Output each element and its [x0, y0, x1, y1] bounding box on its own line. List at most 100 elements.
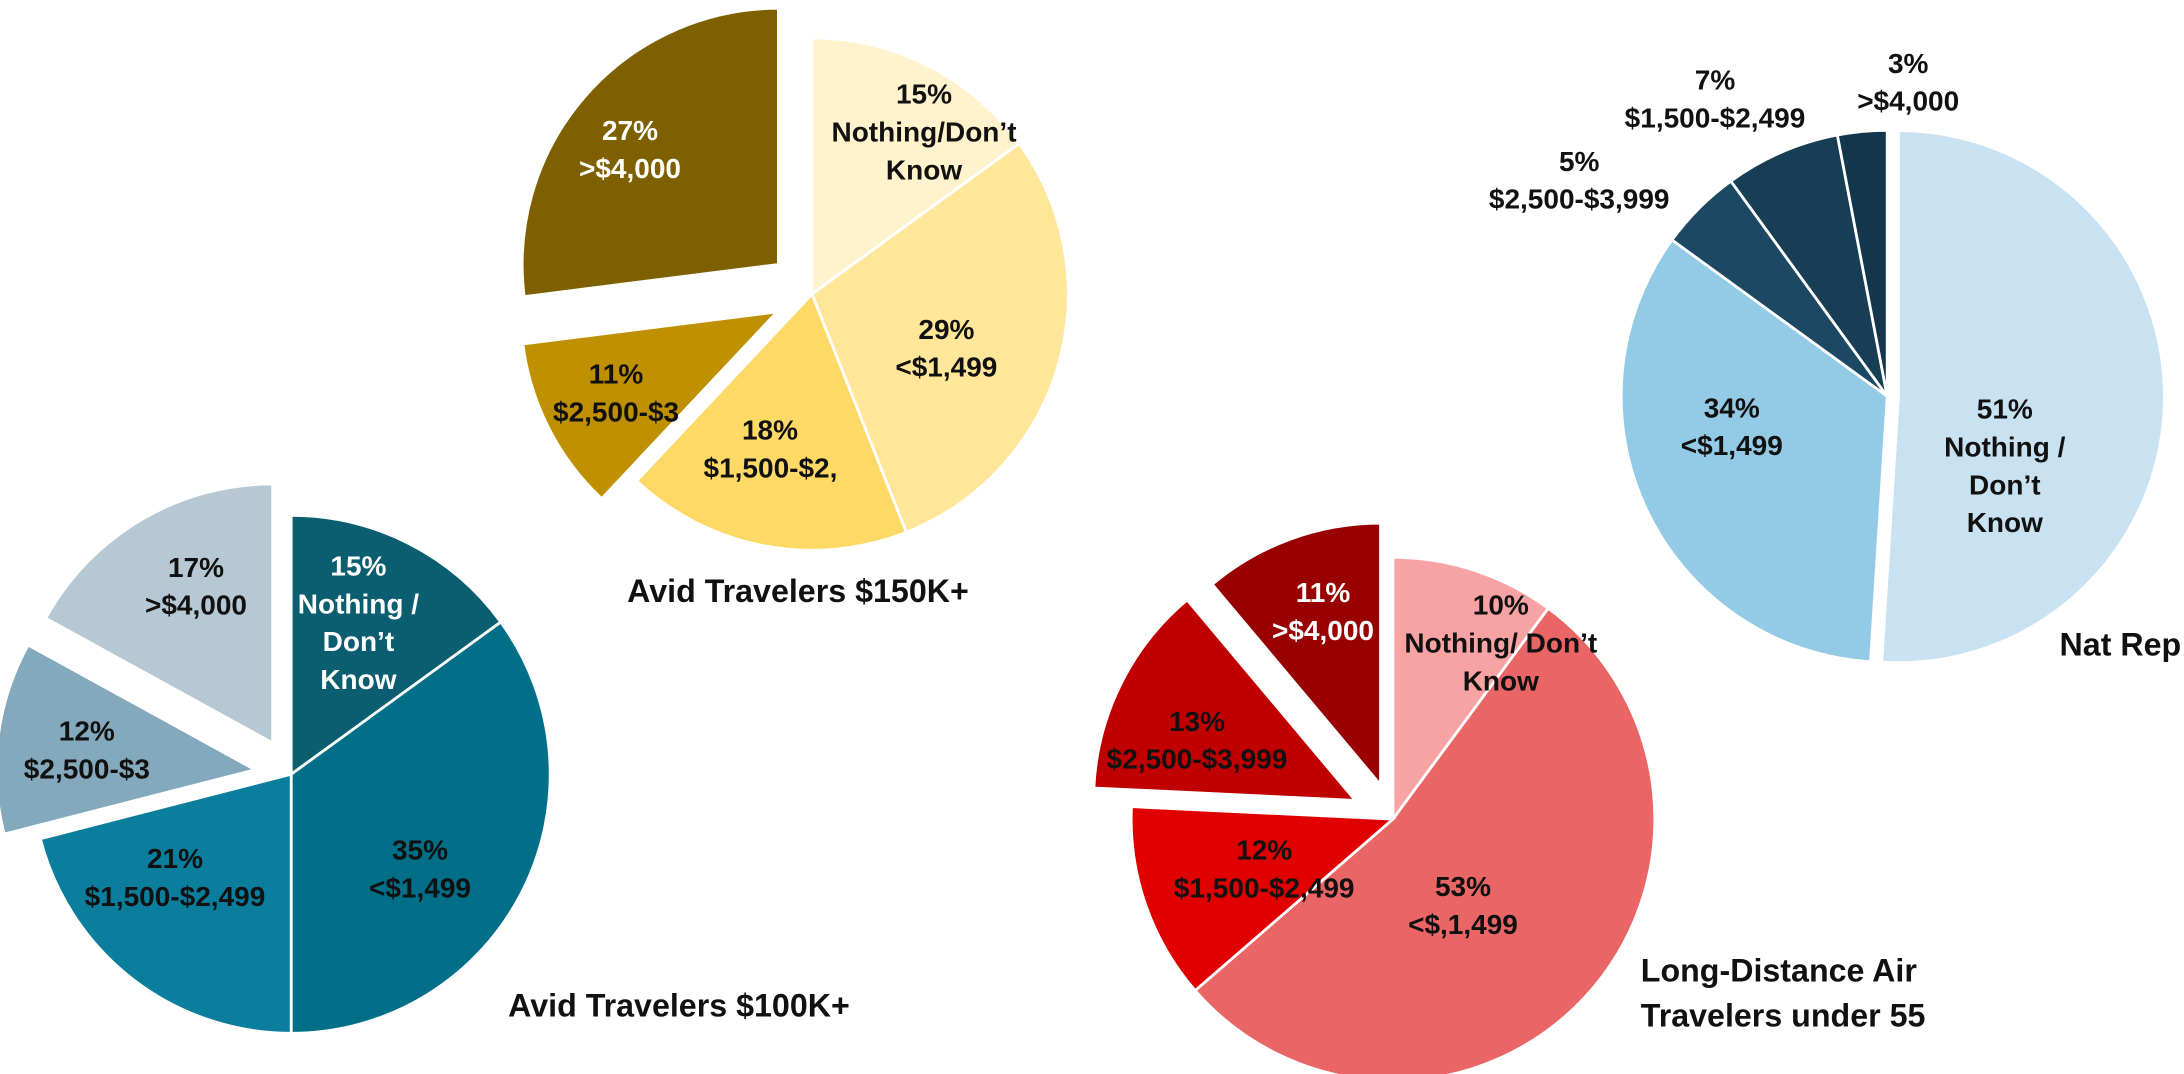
slice-value: 21% [146, 844, 204, 876]
pie-slice [289, 620, 552, 1035]
slice-category: $1,500-$2,499 [703, 453, 837, 485]
slice-label: 17% >$4,000 [144, 553, 247, 622]
slice-value: 12% [58, 716, 115, 748]
slice-label: 35% <$1,499 [343, 773, 497, 969]
slice-label-text: 11% >$4,000 [1239, 515, 1407, 711]
slice-label: 29% <$1,499 [869, 252, 1023, 448]
slice-label: 12% $2,500-$3,999 [24, 654, 150, 850]
slice-label: 5% $2,500-$3,999 [1460, 84, 1698, 280]
pie-slice [289, 513, 503, 778]
slice-label-text: 35% <$1,499 [343, 773, 497, 969]
slice-value: 27% [601, 116, 659, 148]
slice-label: 12% $1,500-$2,499 [1145, 773, 1383, 969]
slice-category: $2,500-$3,999 [23, 754, 150, 786]
slice-label-text: 34% <$1,499 [1655, 331, 1809, 527]
slice-value: 15% [895, 79, 953, 110]
pie-slice [1728, 133, 1889, 398]
pie-slice [810, 36, 1022, 297]
slice-label-text: 51% Nothing / Don’t Know [1929, 370, 2080, 566]
slice-category: >$4,000 [1271, 616, 1374, 647]
slice-label: 21% $1,500-$2,499 [84, 844, 266, 913]
pie-slice [1092, 597, 1359, 802]
chart-title: Long-Distance Air Travelers under 55 [1640, 952, 1926, 1034]
chart-title: Nat Rep [2059, 625, 2182, 663]
slice-label-text: 13% $2,500-$3,999 [1085, 644, 1309, 840]
pie-slice [38, 772, 293, 1035]
slice-category: <$1,499 [895, 352, 998, 384]
slice-label: 27% >$4,000 [546, 53, 714, 249]
slice-category: <$1,499 [368, 873, 471, 905]
slice-label-text: 18% $1,500-$2,499 [704, 353, 837, 549]
slice-value: 5% [1558, 147, 1600, 178]
pie-slice [1391, 555, 1551, 824]
chart-title-text: Long-Distance Air Travelers under 55 [1640, 952, 1926, 1034]
slice-category: Nothing/Don’t Know [831, 117, 1017, 186]
slice-label-text: 10% Nothing/ Don’t Know [1403, 546, 1599, 742]
slice-category: $1,500-$2,499 [1624, 103, 1806, 135]
chart-title-text: Avid Travelers $100K+ [508, 987, 850, 1024]
slice-label: 10% Nothing/ Don’t Know [1403, 546, 1599, 742]
chart-title-text: Nat Rep [2059, 625, 2182, 663]
slice-category: $1,500-$2,499 [1173, 873, 1355, 905]
slice-category: $2,500-$3,999 [553, 397, 679, 429]
slice-label-text: 27% >$4,000 [546, 53, 714, 249]
slice-value: 7% [1694, 65, 1736, 97]
slice-category: Nothing/ Don’t Know [1404, 628, 1598, 697]
slice-value: 29% [918, 315, 975, 346]
slice-label-text: 29% <$1,499 [869, 252, 1023, 448]
slice-category: $1,500-$2,499 [84, 882, 266, 913]
slice-label: 11% $2,500-$3,999 [553, 297, 679, 493]
chart-title: Avid Travelers $150K+ [627, 572, 969, 610]
pie-slice [634, 291, 909, 552]
pie-slice [520, 6, 780, 299]
slice-value: 35% [391, 835, 449, 867]
slice-category: >$4,000 [144, 590, 247, 622]
pie-slice [521, 310, 781, 501]
slice-value: 17% [167, 553, 225, 584]
slice-label-text: 12% $1,500-$2,499 [1145, 773, 1383, 969]
pie-slice [810, 141, 1070, 535]
slice-value: 13% [1168, 707, 1226, 738]
slice-category: $2,500-$3,999 [1488, 184, 1670, 216]
pie-slice [1835, 128, 1889, 397]
slice-value: 15% [330, 551, 387, 583]
pie-slice [0, 643, 259, 836]
slice-label-text: 15% Nothing/Don’t Know [805, 35, 1043, 231]
slice-category: >$4,000 [578, 154, 681, 185]
slice-label: 7% $1,500-$2,499 [1596, 3, 1834, 199]
slice-value: 53% [1434, 872, 1492, 904]
slice-label: 34% <$1,499 [1655, 331, 1809, 527]
slice-category: Nothing / Don’t Know [297, 589, 420, 696]
slice-category: Nothing / Don’t Know [1944, 432, 2066, 540]
slice-label-text: 12% $2,500-$3,999 [24, 654, 150, 850]
pie-slice [1619, 237, 1889, 664]
pie-slice [1129, 805, 1397, 993]
slice-label-text: 11% $2,500-$3,999 [553, 297, 679, 493]
slice-label: 53% <$,1,499 [1408, 872, 1518, 941]
slice-value: 34% [1703, 393, 1760, 425]
slice-value: 51% [1976, 394, 2033, 426]
slice-label: 13% $2,500-$3,999 [1085, 644, 1309, 840]
slice-value: 11% [588, 359, 644, 391]
slice-label-text: 7% $1,500-$2,499 [1596, 3, 1834, 199]
slice-label: 15% Nothing/Don’t Know [805, 35, 1043, 231]
slice-value: 10% [1472, 590, 1529, 621]
slice-label-text: 5% $2,500-$3,999 [1460, 84, 1698, 280]
slice-label: 3% >$4,000 [1831, 0, 1985, 182]
slice-value: 12% [1236, 835, 1293, 867]
slice-category: >$4,000 [1857, 86, 1960, 118]
slice-label-text: 3% >$4,000 [1831, 0, 1985, 182]
slice-category: <$1,499 [1680, 431, 1783, 463]
chart-title-text: Avid Travelers $150K+ [627, 572, 969, 610]
slice-label: 11% >$4,000 [1239, 515, 1407, 711]
slice-category: $2,500-$3,999 [1106, 744, 1288, 776]
pie-slice [43, 482, 275, 746]
slice-label: 15% Nothing / Don’t Know [292, 527, 425, 723]
slice-category: <$,1,499 [1408, 910, 1518, 941]
slice-label-text: 15% Nothing / Don’t Know [292, 527, 425, 723]
pie-slice [1210, 521, 1382, 789]
slice-value: 3% [1887, 49, 1929, 80]
slice-label: 18% $1,500-$2,499 [704, 353, 837, 549]
slice-label: 51% Nothing / Don’t Know [1929, 370, 2080, 566]
